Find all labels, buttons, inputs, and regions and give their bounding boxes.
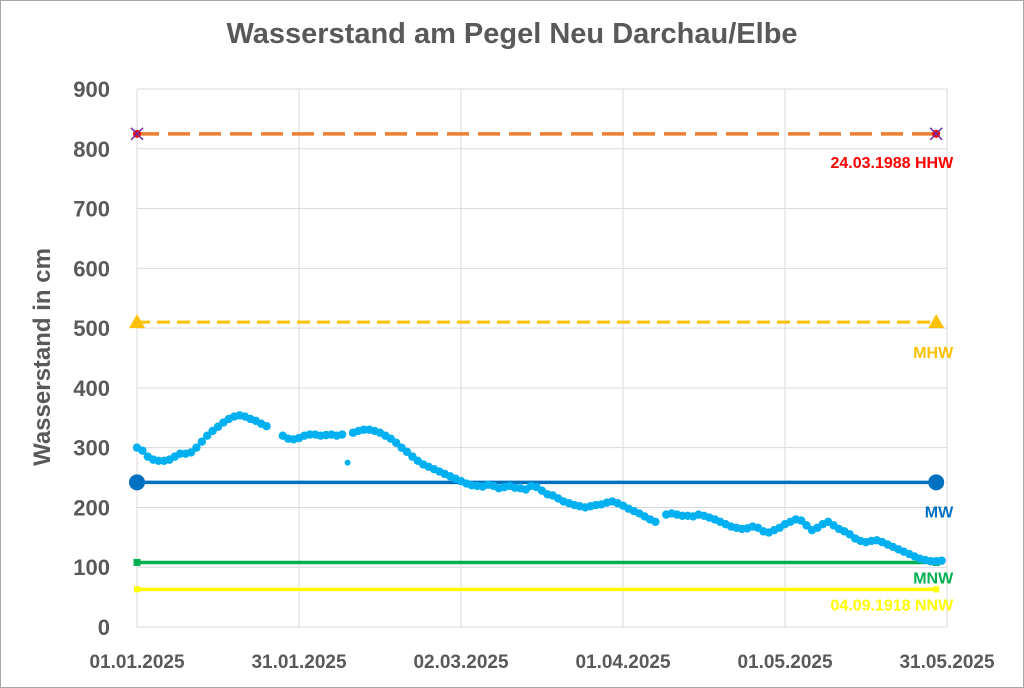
reference-label: 24.03.1988 HHW [830, 155, 954, 172]
data-point [262, 421, 271, 431]
x-tick-label: 31.01.2025 [251, 652, 347, 673]
y-tick-label: 300 [73, 436, 110, 461]
water-level-series [132, 411, 946, 566]
data-point [937, 556, 946, 565]
x-tick-label: 01.05.2025 [737, 652, 833, 673]
y-tick-label: 600 [73, 256, 110, 281]
data-point [392, 438, 401, 448]
data-point [138, 446, 147, 455]
reference-marker [933, 586, 940, 593]
reference-label: MW [925, 504, 954, 521]
y-axis-label: Wasserstand in cm [29, 248, 56, 466]
y-tick-labels: 0 100 200 300 400 500 600 700 800 900 [73, 77, 110, 640]
y-tick-label: 500 [73, 316, 110, 341]
data-point [197, 437, 206, 446]
reference-marker [129, 314, 145, 329]
data-point [651, 517, 660, 526]
reference-label: 04.09.1918 NNW [830, 597, 954, 614]
y-tick-label: 900 [73, 77, 110, 102]
x-tick-labels: 01.01.2025 31.01.2025 02.03.2025 01.04.2025… [89, 652, 995, 673]
y-tick-label: 800 [73, 137, 110, 162]
y-tick-label: 100 [73, 555, 110, 580]
reference-marker [133, 558, 141, 566]
x-tick-label: 01.01.2025 [89, 652, 185, 673]
data-point [802, 521, 811, 530]
y-tick-label: 700 [73, 197, 110, 222]
reference-marker [130, 127, 144, 141]
y-tick-label: 400 [73, 376, 110, 401]
y-tick-label: 200 [73, 495, 110, 520]
reference-marker [134, 586, 140, 593]
reference-marker [928, 314, 945, 329]
x-tick-label: 01.04.2025 [575, 652, 671, 673]
data-point [338, 430, 347, 439]
data-point [344, 459, 351, 466]
reference-marker [929, 127, 943, 141]
data-point [186, 448, 196, 457]
gridlines [136, 88, 948, 628]
data-point [797, 516, 806, 525]
reference-label: MHW [913, 345, 954, 362]
chart-title: Wasserstand am Pegel Neu Darchau/Elbe [226, 18, 798, 50]
data-point [402, 447, 412, 457]
x-tick-label: 31.05.2025 [899, 652, 995, 673]
y-tick-label: 0 [98, 615, 110, 640]
data-point [203, 431, 212, 440]
reference-marker [129, 474, 145, 491]
reference-marker [928, 474, 945, 491]
reference-lines: 24.03.1988 HHW MHW MW MNW 04.09.1918 NNW [129, 127, 954, 614]
data-point [192, 443, 201, 452]
reference-label: MNW [913, 570, 954, 587]
x-tick-label: 02.03.2025 [413, 652, 509, 673]
